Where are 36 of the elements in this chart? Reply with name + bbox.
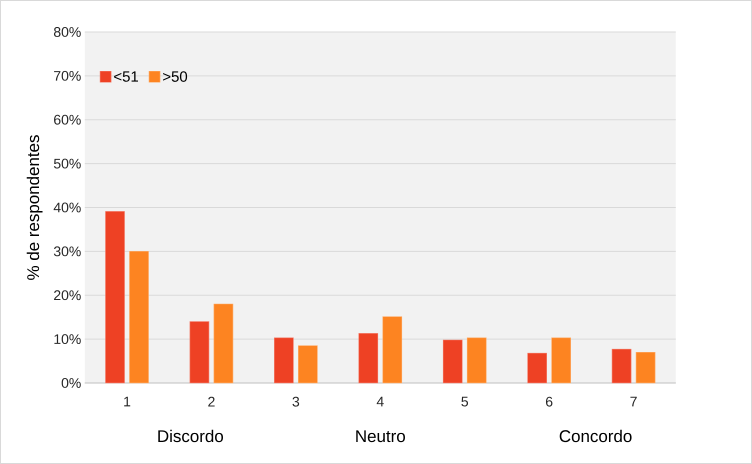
bar: [298, 345, 318, 384]
y-tick-label: 20%: [54, 290, 81, 300]
bar: [442, 340, 463, 384]
x-tick-label: 4: [376, 396, 384, 406]
x-tick-label: 2: [208, 396, 215, 406]
y-tick-label: 40%: [54, 202, 81, 212]
bar: [551, 337, 571, 384]
bar: [612, 348, 632, 384]
bar: [129, 251, 149, 384]
y-tick-label: 50%: [54, 158, 81, 169]
y-axis-title: % de respondentes: [26, 135, 43, 280]
y-tick-label: 70%: [54, 70, 81, 81]
legend-label: >50: [163, 71, 188, 82]
bar: [527, 352, 547, 384]
x-tick-label: 5: [461, 396, 468, 406]
x-tick-label: 1: [124, 396, 130, 406]
bar: [105, 211, 125, 384]
text: Discordo: [158, 430, 224, 442]
y-tick-label: 0%: [62, 378, 81, 388]
bar: [190, 321, 210, 384]
bar: [214, 304, 234, 384]
bar: [358, 333, 378, 384]
y-tick-label: 30%: [54, 246, 81, 256]
y-tick-label: 80%: [54, 27, 81, 37]
text: Concordo: [560, 430, 632, 442]
x-tick-label: 6: [546, 396, 552, 407]
y-tick-label: 60%: [54, 114, 81, 125]
bar: [274, 337, 294, 384]
bar: [466, 337, 487, 384]
x-tick-label: 3: [292, 396, 300, 407]
y-tick-label: 10%: [54, 334, 81, 344]
legend-label: <51: [114, 71, 138, 82]
bar: [382, 316, 402, 384]
bar: [636, 352, 656, 384]
x-tick-label: 7: [630, 396, 637, 406]
text: Neutro: [356, 430, 405, 442]
